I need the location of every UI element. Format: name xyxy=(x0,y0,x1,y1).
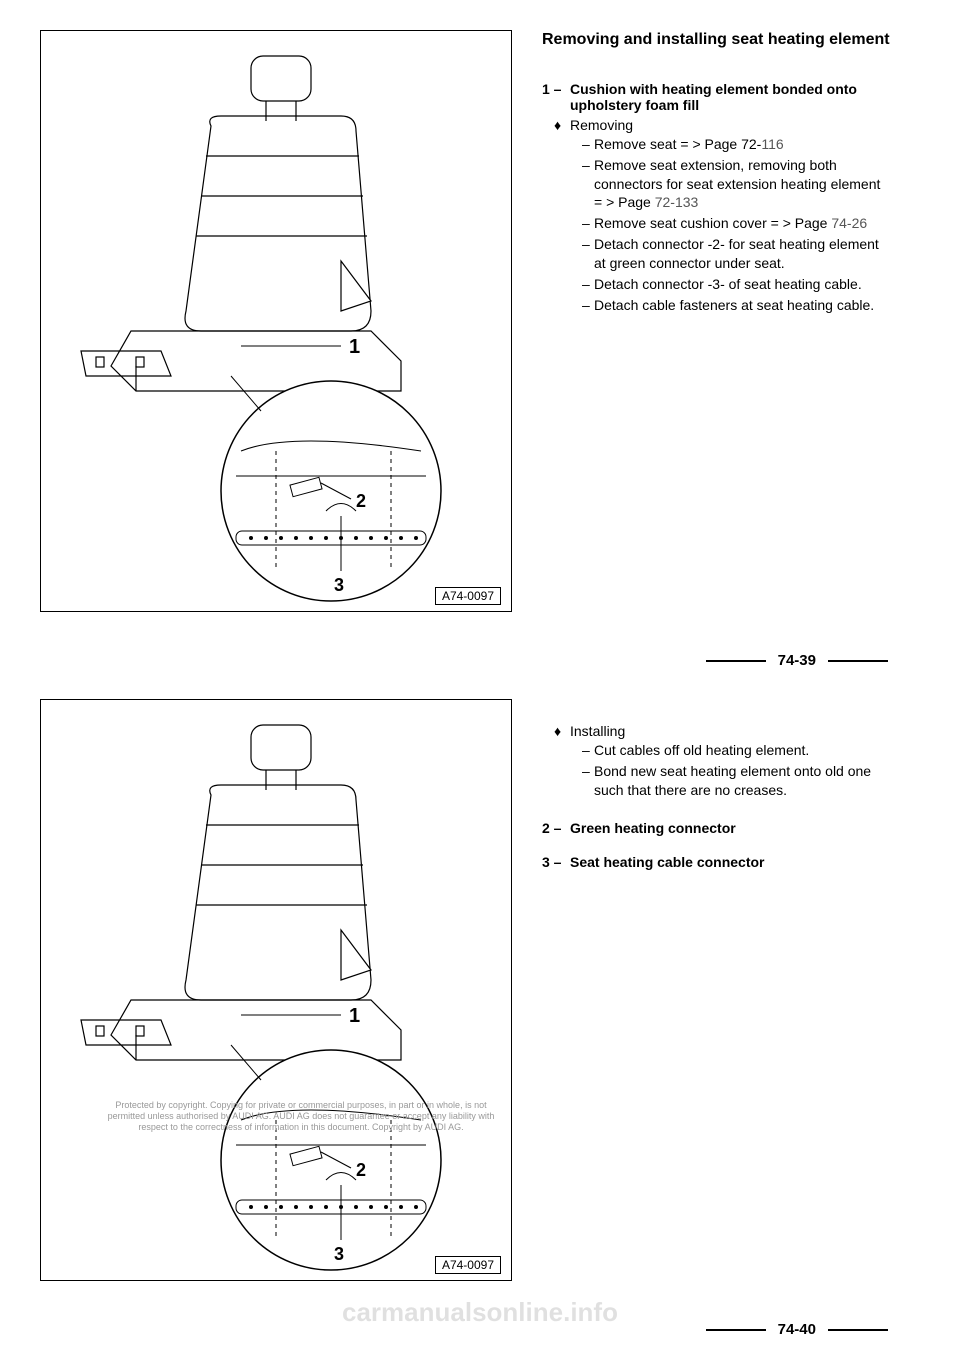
removing-label: Removing xyxy=(570,117,633,133)
text-column-1: Removing and installing seat heating ele… xyxy=(542,30,892,315)
list-item: –Bond new seat heating element onto old … xyxy=(542,762,892,800)
rule-icon xyxy=(828,660,888,662)
page-2: 1 2 3 xyxy=(0,689,960,1358)
item-1-text: Cushion with heating element bonded onto… xyxy=(570,81,892,113)
figure-id-2: A74-0097 xyxy=(435,1256,501,1274)
item-3-text: Seat heating cable connector xyxy=(570,854,765,870)
page-number-2: 74-40 xyxy=(778,1321,816,1338)
installing-label: Installing xyxy=(570,723,625,739)
item-2-text: Green heating connector xyxy=(570,820,736,836)
page-number-1: 74-39 xyxy=(778,652,816,669)
svg-text:3: 3 xyxy=(334,575,344,595)
svg-text:2: 2 xyxy=(356,1160,366,1180)
list-item: –Remove seat cushion cover = > Page 74-2… xyxy=(542,214,892,233)
figure-box-1: 1 2 xyxy=(40,30,512,612)
list-item: –Detach connector -2- for seat heating e… xyxy=(542,235,892,273)
rule-icon xyxy=(706,1329,766,1331)
rule-icon xyxy=(706,660,766,662)
page-number-row-1: 74-39 xyxy=(40,652,920,669)
item-1: 1 – Cushion with heating element bonded … xyxy=(542,81,892,113)
seat-diagram-2-svg: 1 2 3 xyxy=(41,700,511,1280)
removing-bullet: ♦ Removing xyxy=(542,117,892,133)
svg-text:2: 2 xyxy=(356,491,366,511)
page-number-row-2: 74-40 xyxy=(40,1321,920,1338)
text-column-2: ♦ Installing –Cut cables off old heating… xyxy=(542,699,892,874)
list-item: –Cut cables off old heating element. xyxy=(542,741,892,760)
svg-text:1: 1 xyxy=(349,1005,360,1027)
list-item: –Remove seat = > Page 72-116 xyxy=(542,135,892,154)
section-heading: Removing and installing seat heating ele… xyxy=(542,30,892,51)
item-3: 3 – Seat heating cable connector xyxy=(542,854,892,870)
item-3-num: 3 – xyxy=(542,854,570,870)
removing-steps: –Remove seat = > Page 72-116 –Remove sea… xyxy=(542,135,892,315)
rule-icon xyxy=(828,1329,888,1331)
seat-diagram-1-svg: 1 2 xyxy=(41,31,511,611)
installing-steps: –Cut cables off old heating element. –Bo… xyxy=(542,741,892,800)
diamond-icon: ♦ xyxy=(554,723,570,739)
list-item: –Detach connector -3- of seat heating ca… xyxy=(542,275,892,294)
list-item: –Detach cable fasteners at seat heating … xyxy=(542,296,892,315)
item-2: 2 – Green heating connector xyxy=(542,820,892,836)
figure-box-2: 1 2 3 xyxy=(40,699,512,1281)
svg-text:1: 1 xyxy=(349,336,360,358)
section-2: 1 2 3 xyxy=(40,699,920,1281)
page-1: 1 2 xyxy=(0,0,960,689)
item-1-num: 1 – xyxy=(542,81,570,113)
figure-id-1: A74-0097 xyxy=(435,587,501,605)
diamond-icon: ♦ xyxy=(554,117,570,133)
copyright-text: Protected by copyright. Copying for priv… xyxy=(101,1100,501,1132)
item-2-num: 2 – xyxy=(542,820,570,836)
section-1: 1 2 xyxy=(40,30,920,612)
list-item: –Remove seat extension, removing both co… xyxy=(542,156,892,213)
installing-bullet: ♦ Installing xyxy=(542,723,892,739)
svg-text:3: 3 xyxy=(334,1244,344,1264)
